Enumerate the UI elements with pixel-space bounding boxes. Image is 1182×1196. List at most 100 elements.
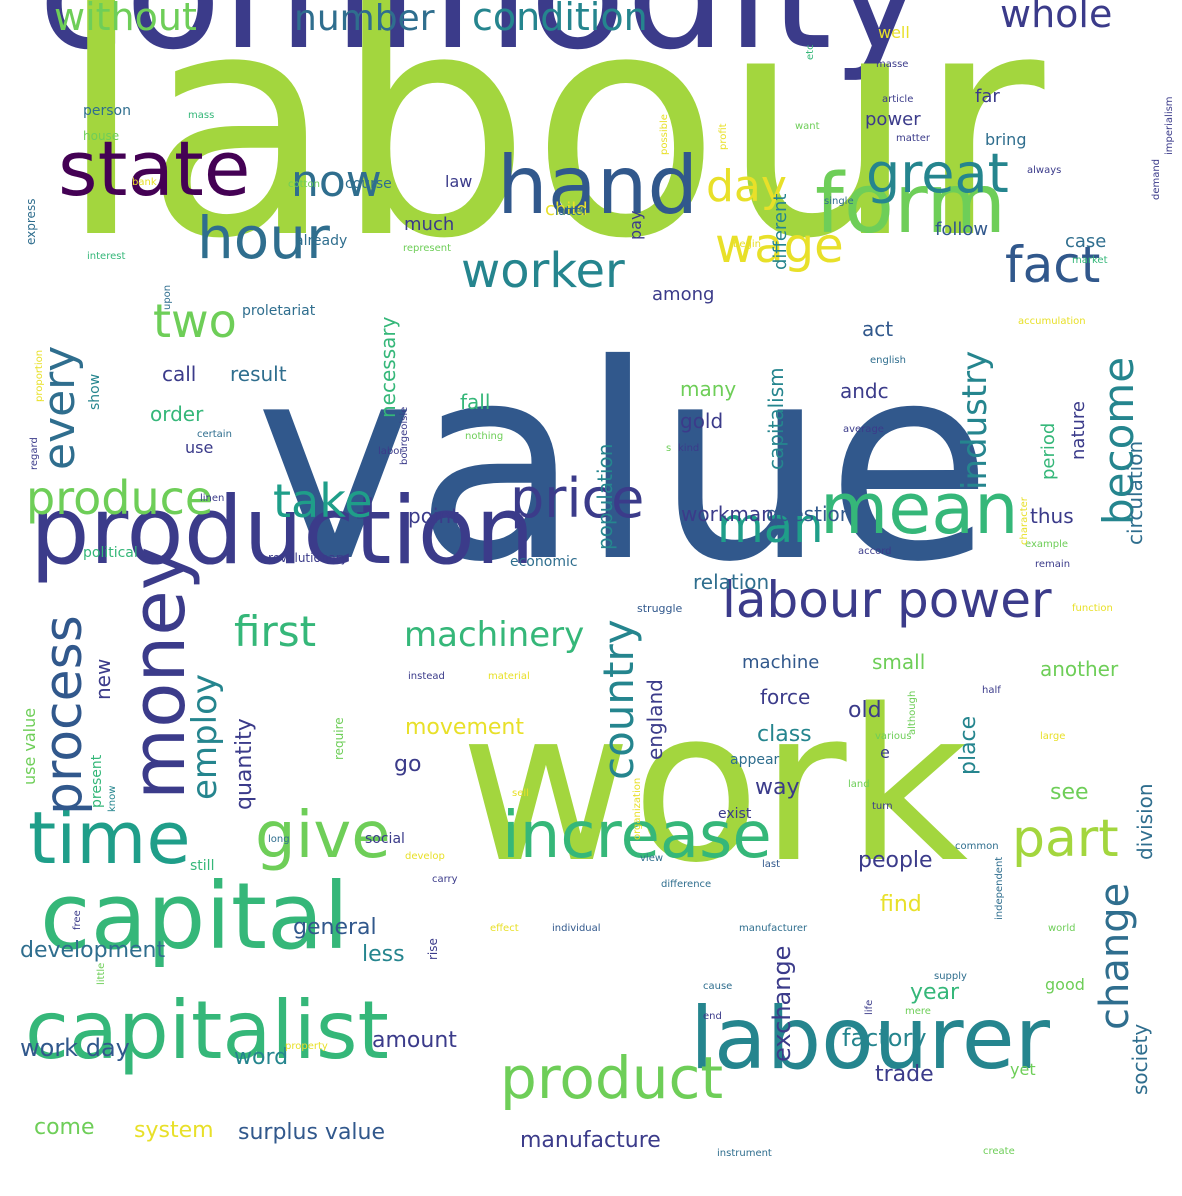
- word-part: part: [1012, 809, 1119, 870]
- word-common: common: [955, 841, 999, 852]
- word-necessary: necessary: [376, 316, 400, 418]
- word-labor: labor: [378, 446, 404, 457]
- word-great: great: [866, 141, 1009, 205]
- word-life: life: [864, 999, 875, 1015]
- word-bourgeoisie: bourgeoisie: [399, 406, 410, 465]
- word-economic: economic: [510, 553, 578, 570]
- word-find: find: [880, 892, 922, 918]
- word-work-day: work day: [20, 1033, 130, 1062]
- word-manufacturer: manufacturer: [739, 923, 808, 934]
- word-pay: pay: [626, 210, 645, 240]
- word-law: law: [445, 172, 473, 192]
- word-kind: kind: [678, 443, 700, 454]
- word-price: price: [510, 466, 645, 530]
- word-turn: turn: [872, 801, 893, 812]
- word-still: still: [190, 857, 215, 874]
- word-social: social: [365, 830, 405, 847]
- word-man: man: [717, 497, 824, 554]
- word-function: function: [1072, 603, 1113, 614]
- word-require: require: [332, 717, 346, 760]
- word-latter: latter: [555, 204, 588, 219]
- word-possible: possible: [659, 114, 670, 155]
- word-appear: appear: [730, 751, 780, 768]
- word-product: product: [500, 1043, 724, 1112]
- word-instead: instead: [408, 671, 445, 682]
- word-come: come: [34, 1115, 95, 1141]
- word-cause: cause: [703, 981, 733, 992]
- word-capitalist: capitalist: [25, 984, 389, 1077]
- word-condition: condition: [472, 0, 648, 39]
- word-force: force: [760, 685, 811, 709]
- word-profit: profit: [718, 123, 729, 150]
- word-question: question: [766, 502, 853, 526]
- word-relation: relation: [693, 570, 770, 594]
- word-amount: amount: [372, 1028, 457, 1054]
- word-trade: trade: [875, 1062, 934, 1088]
- word-imperialism: imperialism: [1164, 96, 1175, 155]
- word-political: political: [83, 544, 138, 561]
- word-result: result: [230, 362, 287, 386]
- word-time: time: [28, 796, 191, 881]
- word-division: division: [1133, 783, 1157, 860]
- word-work: work: [460, 664, 969, 909]
- word-call: call: [162, 362, 197, 386]
- word-proletariat: proletariat: [242, 302, 316, 319]
- word-person: person: [83, 102, 131, 119]
- word-free: free: [72, 910, 83, 930]
- word-difference: difference: [661, 879, 712, 890]
- word-child: child: [545, 198, 588, 220]
- word-take: take: [273, 474, 373, 529]
- word-know: know: [107, 785, 118, 812]
- word-whole: whole: [1000, 0, 1113, 36]
- word-various: various: [875, 731, 912, 742]
- word-increase: increase: [502, 798, 772, 873]
- word-mass: mass: [188, 110, 215, 121]
- word-case: case: [1065, 230, 1107, 252]
- word-capitalism: capitalism: [764, 367, 788, 470]
- word-mere: mere: [905, 1006, 931, 1017]
- word-regard: regard: [29, 437, 40, 470]
- word-labour-power: labour power: [722, 571, 1052, 629]
- word-bring: bring: [985, 130, 1027, 150]
- word-another: another: [1040, 657, 1119, 681]
- word-create: create: [983, 1146, 1015, 1157]
- word-quantity: quantity: [232, 718, 257, 810]
- word-show: show: [87, 373, 103, 410]
- word-etc: etc: [805, 44, 816, 60]
- word-year: year: [910, 980, 960, 1006]
- word-society: society: [1128, 1023, 1152, 1095]
- word-much: much: [404, 213, 455, 235]
- word-english: english: [870, 355, 906, 366]
- word-although: although: [907, 690, 918, 735]
- word-wage: wage: [715, 217, 844, 274]
- word-factory: factory: [842, 1023, 927, 1052]
- word-independent: independent: [994, 856, 1005, 920]
- word-use-value: use value: [20, 707, 39, 785]
- word-property: property: [285, 1041, 328, 1052]
- word-character: character: [1019, 497, 1030, 545]
- word-long: long: [268, 834, 290, 845]
- word-commodity: commodity: [38, 0, 926, 72]
- word-process: process: [34, 615, 94, 815]
- word-general: general: [293, 915, 377, 941]
- word-circulation: circulation: [1123, 440, 1147, 545]
- word-produce: produce: [26, 471, 214, 526]
- word-well: well: [878, 23, 910, 43]
- word-change: change: [1092, 882, 1138, 1030]
- word-course: course: [345, 175, 392, 192]
- word-order: order: [150, 402, 204, 426]
- word-good: good: [1045, 975, 1085, 995]
- word-want: want: [795, 121, 820, 132]
- word-certain: certain: [197, 429, 232, 440]
- word-see: see: [1050, 780, 1089, 806]
- word-nothing: nothing: [465, 431, 504, 442]
- word-develop: develop: [405, 851, 445, 862]
- word-production: production: [30, 476, 535, 586]
- word-mean: mean: [820, 468, 1019, 550]
- word-half: half: [982, 685, 1001, 696]
- word-manufacture: manufacture: [520, 1128, 661, 1154]
- word-different: different: [770, 193, 791, 270]
- word-number: number: [294, 0, 435, 40]
- word-already: already: [295, 232, 348, 249]
- word-country: country: [594, 619, 643, 780]
